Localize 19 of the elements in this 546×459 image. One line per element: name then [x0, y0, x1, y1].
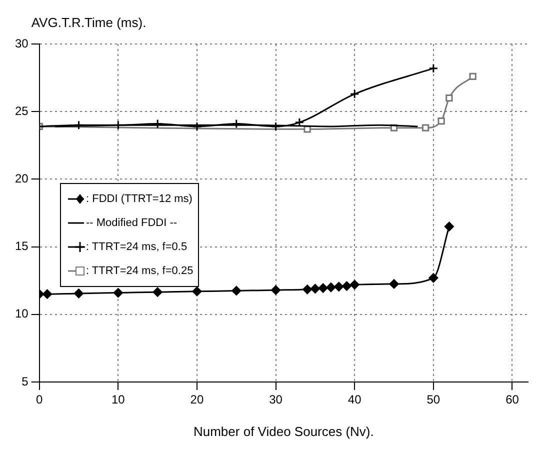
legend-label: : FDDI (TTRT=12 ms)	[86, 193, 192, 205]
x-tick-label: 30	[269, 392, 283, 407]
y-tick-label: 5	[22, 374, 29, 388]
x-tick-label: 50	[426, 392, 440, 407]
y-tick-label: 25	[14, 104, 29, 118]
x-tick-label: 20	[190, 392, 204, 407]
y-tick-label: 30	[14, 36, 29, 50]
x-tick-label: 40	[348, 392, 362, 407]
x-tick-label: 60	[506, 392, 520, 407]
y-tick-label: 15	[14, 239, 29, 254]
x-tick-label: 10	[111, 392, 126, 407]
y-axis-title: AVG.T.R.Time (ms).	[31, 15, 146, 30]
y-tick-label: 20	[14, 172, 29, 186]
legend-label: : TTRT=24 ms, f=0.25	[86, 265, 194, 277]
x-tick-label: 0	[36, 392, 44, 407]
legend-label: -- Modified FDDI --	[86, 217, 178, 229]
x-axis-title: Number of Video Sources (Nv).	[193, 424, 374, 439]
legend-label: : TTRT=24 ms, f=0.5	[86, 241, 188, 253]
y-tick-label: 10	[14, 306, 29, 321]
